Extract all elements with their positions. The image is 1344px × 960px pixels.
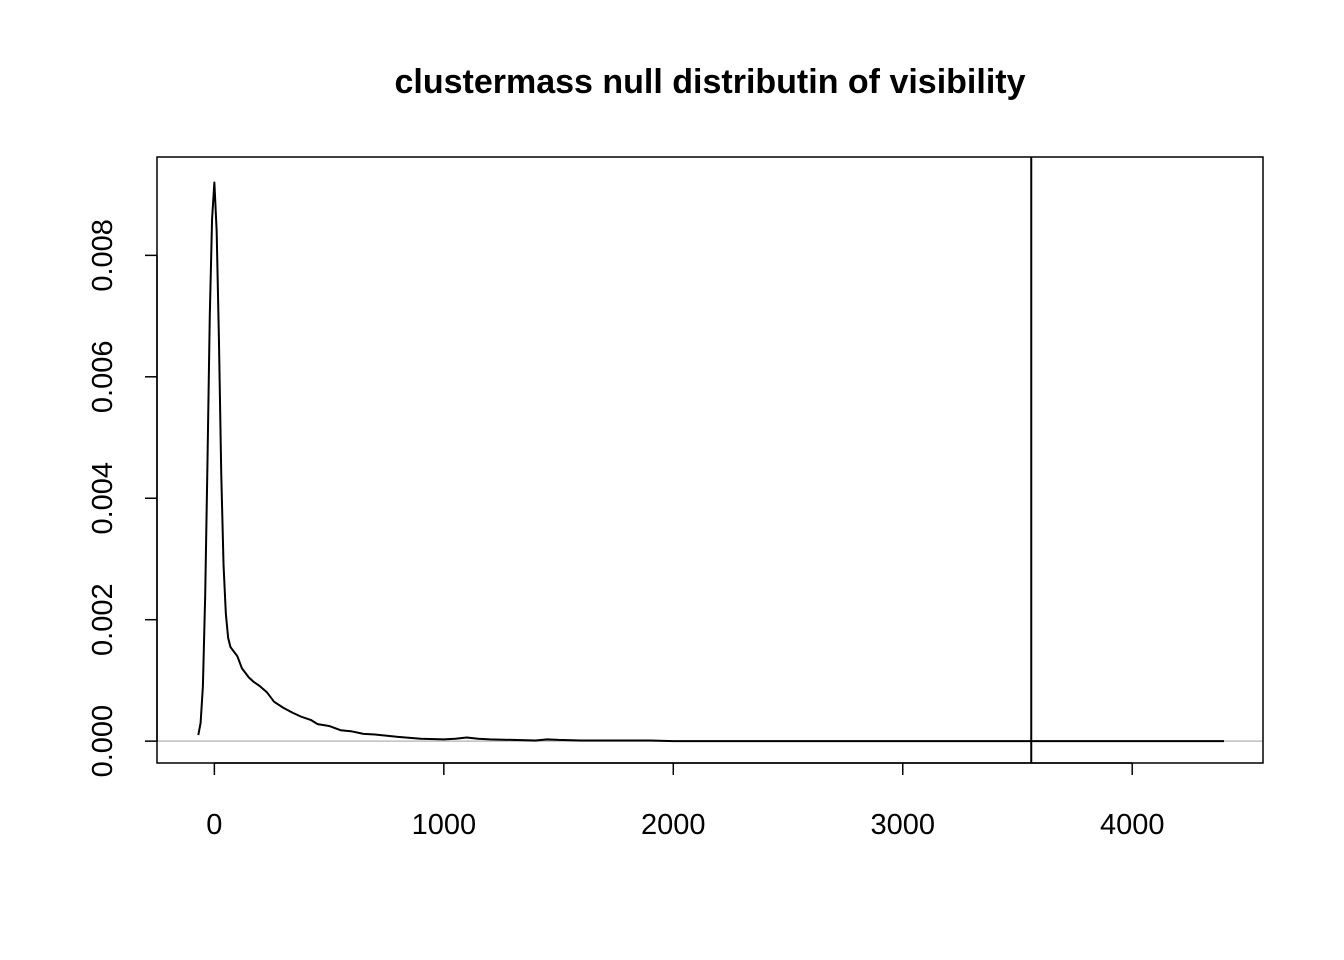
y-tick-label: 0.008 [87,219,119,292]
y-axis: 0.000 0.002 0.004 0.006 0.008 [87,219,158,778]
y-tick-label: 0.006 [87,341,119,414]
chart-title: clustermass null distributin of visibili… [394,63,1025,101]
x-tick-label: 3000 [870,809,935,841]
x-tick-label: 1000 [412,809,477,841]
y-tick-label: 0.002 [87,583,119,656]
x-tick-label: 2000 [641,809,706,841]
x-tick-label: 4000 [1100,809,1165,841]
y-tick-label: 0.004 [87,462,119,535]
x-axis: 0 1000 2000 3000 4000 [206,762,1165,841]
density-series [197,181,1224,743]
y-tick-label: 0.000 [87,705,119,778]
plot-frame [156,156,1264,764]
density-curve-0 [197,181,1224,743]
x-tick-label: 0 [206,809,222,841]
